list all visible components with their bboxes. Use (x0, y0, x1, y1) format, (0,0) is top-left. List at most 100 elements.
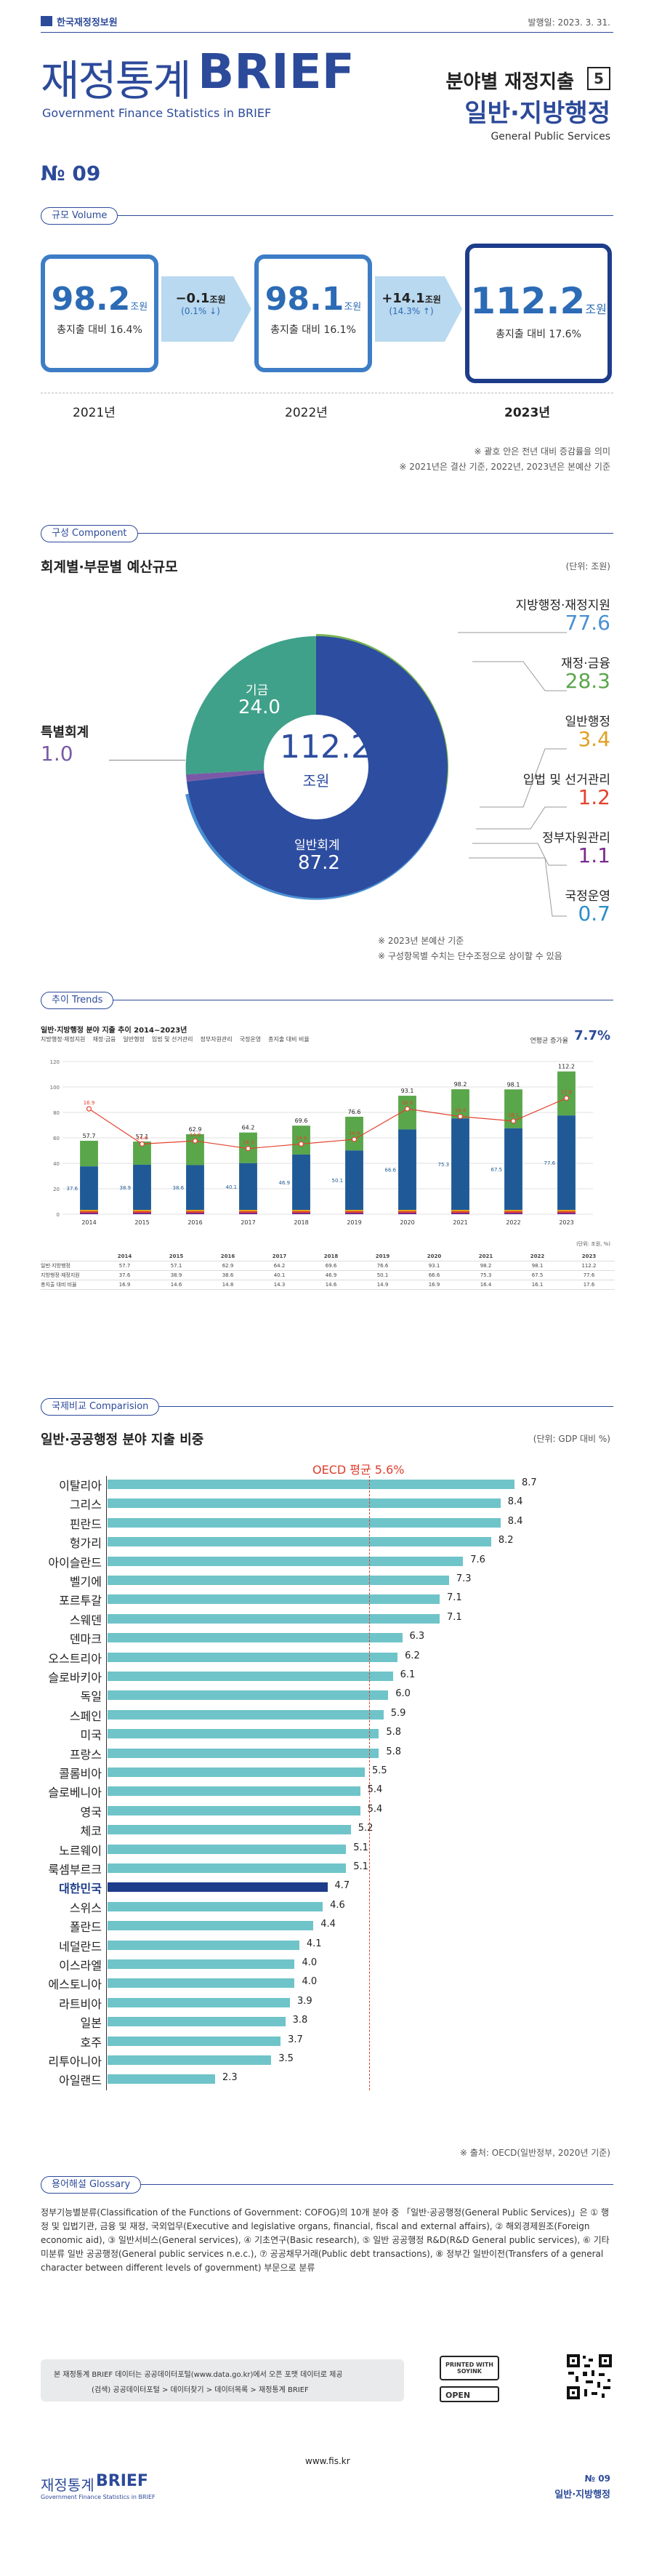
ratio-point (351, 1136, 358, 1142)
country-value: 5.9 (390, 1707, 406, 1719)
country-bar (108, 1921, 314, 1931)
fund-value: 24.0 (238, 697, 280, 718)
y-tick-label: 60 (53, 1136, 60, 1141)
component-title: 회계별·부문별 예산규모 (41, 559, 178, 575)
ratio-point (457, 1113, 464, 1120)
country-name: 아일랜드 (59, 2074, 102, 2088)
country-name: 미국 (80, 1728, 102, 1743)
volume-rule (41, 215, 613, 216)
data-info-line1: 본 재정통계 BRIEF 데이터는 공공데이터포털(www.data.go.kr… (54, 2371, 343, 2379)
comparison-rule (41, 1406, 613, 1407)
bar-local-segment (292, 1154, 310, 1214)
country-bar-row: 스위스 4.6 (0, 1898, 654, 1915)
ratio-point (563, 1095, 570, 1102)
volume-note-2: ※ 2021년은 결산 기준, 2022년, 2023년은 본예산 기준 (399, 462, 610, 472)
ratio-label: 16.1 (508, 1112, 520, 1118)
country-bar (108, 1594, 440, 1605)
country-bar (108, 1844, 347, 1854)
country-value: 5.1 (353, 1861, 368, 1872)
page-title-en: BRIEF (198, 44, 355, 100)
country-value: 5.4 (367, 1784, 383, 1796)
country-name: 일본 (80, 2016, 102, 2031)
cagr-value: 7.7% (574, 1028, 610, 1043)
country-bar-row: 슬로바키아 6.1 (0, 1668, 654, 1685)
ratio-label: 17.6 (561, 1089, 573, 1095)
bar-resource-segment (133, 1213, 151, 1214)
bar-local-label: 46.9 (278, 1180, 290, 1186)
country-bar-row: 폴란드 4.4 (0, 1917, 654, 1935)
country-value: 4.1 (306, 1938, 322, 1949)
country-bar-row: 포르투갈 7.1 (0, 1591, 654, 1608)
country-bar-row: 노르웨이 5.1 (0, 1841, 654, 1858)
country-bar-row: 이스라엘 4.0 (0, 1956, 654, 1973)
country-name: 폴란드 (69, 1920, 102, 1935)
bar-local-segment (398, 1129, 416, 1214)
sector-label: 정부자원관리 (542, 831, 610, 846)
country-bar-row: 핀란드 8.4 (0, 1514, 654, 1531)
country-name: 호주 (80, 2035, 102, 2050)
bar-resource-segment (239, 1213, 257, 1214)
volume-value: 98.2 (51, 281, 131, 318)
trend-table-cell: 77.6 (583, 1272, 595, 1278)
sector-label: 재정·금융 (561, 657, 610, 671)
general-account-value: 87.2 (298, 852, 340, 874)
bar-total-label: 93.1 (401, 1088, 414, 1094)
trend-table-cell: 76.6 (376, 1263, 389, 1269)
header-rule (41, 32, 613, 33)
country-value: 4.7 (334, 1880, 350, 1892)
country-value: 3.5 (278, 2053, 294, 2064)
country-name: 헝가리 (69, 1536, 102, 1551)
change-pct: (14.3% ↑) (389, 306, 434, 316)
country-bar (108, 1537, 491, 1547)
bar-local-segment (345, 1150, 363, 1214)
volume-share: 총지출 대비 17.6% (496, 329, 581, 340)
country-bar (108, 1652, 398, 1662)
y-tick-label: 80 (53, 1110, 60, 1116)
country-bar-row: 슬로베니아 5.4 (0, 1783, 654, 1799)
sector-value: 0.7 (578, 902, 610, 926)
ratio-point (139, 1141, 145, 1147)
bar-legislative-segment (345, 1211, 363, 1213)
trend-table-cell: 2021 (478, 1253, 493, 1259)
bar-local-label: 77.6 (544, 1160, 555, 1166)
bar-local-segment (80, 1166, 98, 1214)
bar-local-label: 75.3 (437, 1162, 449, 1168)
trend-table-cell: 2022 (530, 1253, 545, 1259)
country-value: 8.4 (507, 1496, 523, 1508)
country-bar (108, 1940, 299, 1950)
trend-table-cell: 98.2 (480, 1263, 492, 1269)
open-badge: OPEN (440, 2386, 499, 2402)
country-name: 벨기에 (69, 1575, 102, 1589)
x-tick-label: 2014 (81, 1219, 96, 1226)
sector-label: 국정운영 (565, 889, 610, 904)
glossary-text: 정부기능별분류(Classification of the Functions … (41, 2207, 610, 2273)
change-pct: (0.1% ↓) (181, 306, 220, 316)
country-value: 6.0 (395, 1688, 411, 1700)
trend-table-cell: 37.6 (118, 1272, 131, 1278)
change-value: +14.1 (382, 291, 425, 306)
country-bar (108, 1901, 323, 1911)
sector-label: 일반행정 (565, 715, 610, 729)
country-bar-row: 덴마크 6.3 (0, 1629, 654, 1646)
country-bar (108, 1825, 351, 1835)
bar-local-segment (186, 1165, 204, 1214)
country-value: 7.6 (470, 1554, 485, 1565)
bar-general-segment (345, 1210, 363, 1211)
country-value: 3.9 (297, 1995, 312, 2007)
country-bar (108, 1517, 501, 1528)
country-bar (108, 1672, 393, 1681)
bar-legislative-segment (504, 1211, 522, 1213)
country-bar (108, 1498, 501, 1509)
x-tick-label: 2015 (134, 1219, 149, 1226)
bar-legislative-segment (292, 1211, 310, 1213)
bar-resource-segment (398, 1213, 416, 1214)
x-tick-label: 2021 (453, 1219, 467, 1226)
bar-resource-segment (292, 1213, 310, 1214)
trends-title: 일반·지방행정 분야 지출 추이 2014~2023년 (41, 1027, 187, 1035)
ratio-point (404, 1106, 411, 1112)
country-value: 7.3 (456, 1573, 472, 1584)
country-bar-row: 콜롬비아 5.5 (0, 1764, 654, 1781)
country-bar-row: 룩셈부르크 5.1 (0, 1860, 654, 1877)
component-unit: (단위: 조원) (565, 561, 610, 571)
country-bar-row: 라트비아 3.9 (0, 1994, 654, 2011)
